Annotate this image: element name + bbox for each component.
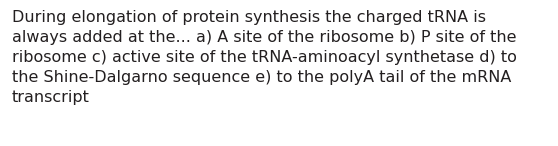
Text: During elongation of protein synthesis the charged tRNA is
always added at the..: During elongation of protein synthesis t… <box>12 10 517 105</box>
